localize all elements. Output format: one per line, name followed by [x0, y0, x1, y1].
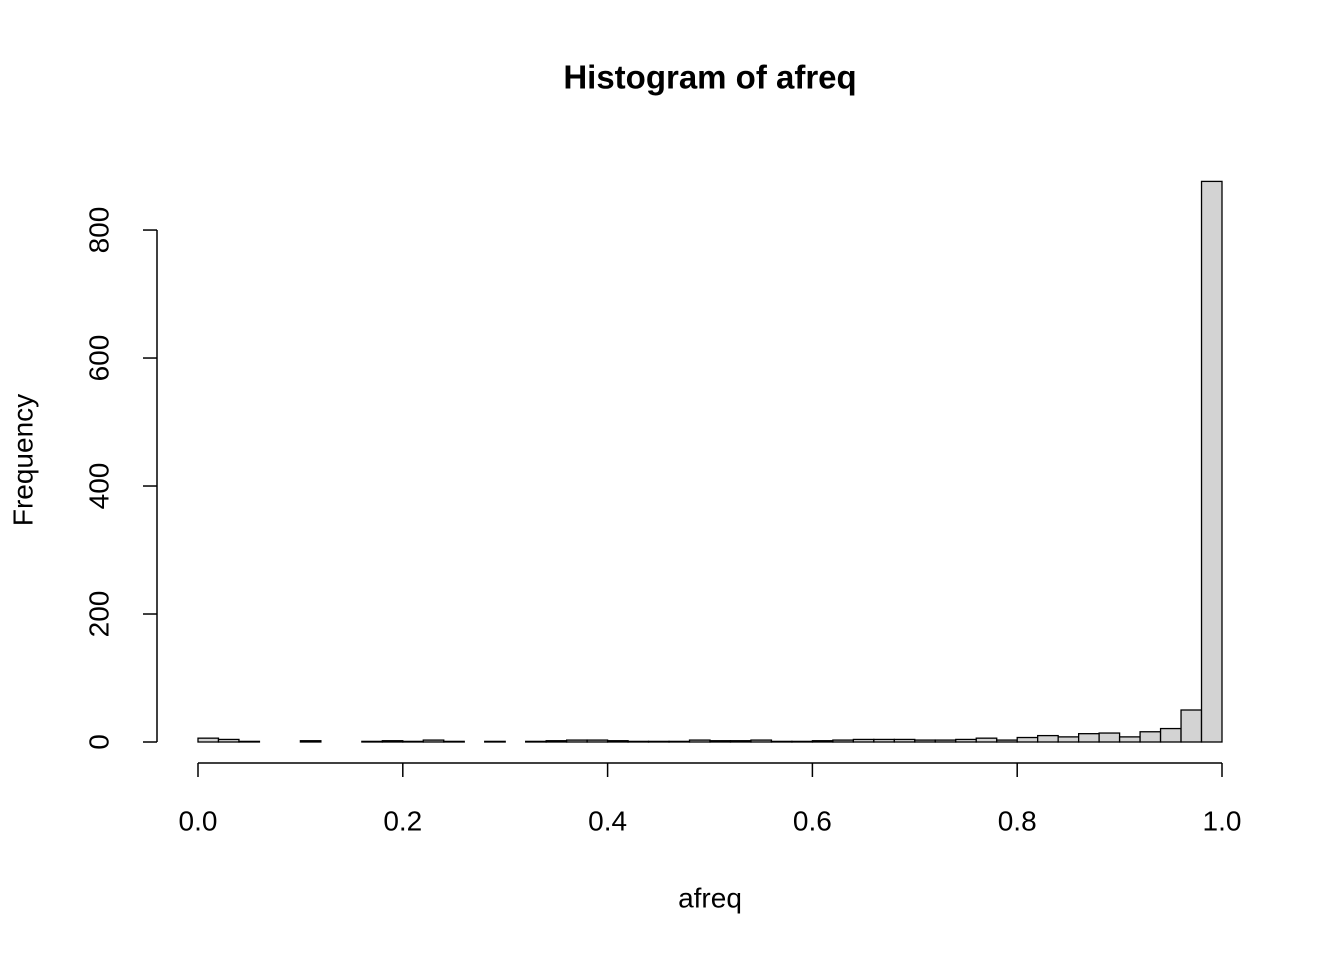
bar — [238, 740, 261, 743]
bar — [1159, 727, 1182, 743]
bar — [832, 739, 855, 743]
bar — [811, 740, 834, 743]
bar — [1139, 731, 1162, 743]
x-tick-label: 1.0 — [1203, 805, 1242, 836]
bar — [873, 738, 895, 743]
bar — [729, 740, 752, 743]
bar — [955, 738, 977, 743]
bar — [422, 739, 445, 743]
bar — [668, 740, 691, 743]
bar — [709, 740, 732, 743]
bar — [750, 739, 773, 743]
y-tick-label: 200 — [83, 591, 114, 638]
bar — [484, 740, 506, 743]
bar — [402, 740, 424, 743]
bar — [934, 739, 957, 743]
x-tick-label: 0.6 — [793, 805, 832, 836]
bar — [1180, 709, 1203, 743]
bar — [381, 740, 404, 743]
bar — [791, 740, 814, 743]
bar — [361, 740, 383, 743]
y-tick-label: 400 — [83, 463, 114, 510]
y-axis-label: Frequency — [7, 394, 38, 526]
bar — [545, 740, 568, 743]
bar — [914, 739, 936, 743]
chart-title: Histogram of afreq — [563, 59, 856, 96]
x-tick-label: 0.2 — [383, 805, 422, 836]
bar — [197, 737, 220, 743]
y-tick-label: 0 — [83, 734, 114, 750]
bar — [647, 740, 670, 743]
bar — [627, 740, 650, 743]
bar — [1098, 732, 1121, 743]
bar — [893, 738, 916, 743]
bar — [1200, 180, 1223, 743]
bar — [1016, 736, 1039, 743]
bar — [688, 739, 711, 743]
bar — [1118, 736, 1141, 743]
bar — [1037, 734, 1059, 743]
x-axis-label: afreq — [678, 882, 742, 913]
bar — [606, 740, 629, 743]
bar — [975, 737, 998, 743]
bar — [525, 740, 547, 743]
bar — [1077, 733, 1100, 743]
bar — [996, 739, 1018, 743]
x-tick-label: 0.8 — [998, 805, 1037, 836]
bar — [852, 738, 875, 743]
y-tick-label: 600 — [83, 335, 114, 382]
x-tick-label: 0.4 — [588, 805, 627, 836]
bar — [770, 740, 793, 743]
bar — [1057, 736, 1080, 743]
bar — [443, 740, 465, 743]
bar — [565, 739, 588, 743]
bar — [217, 738, 240, 743]
bar — [586, 739, 609, 743]
y-tick-label: 800 — [83, 207, 114, 254]
x-tick-label: 0.0 — [179, 805, 218, 836]
bar — [299, 740, 322, 743]
